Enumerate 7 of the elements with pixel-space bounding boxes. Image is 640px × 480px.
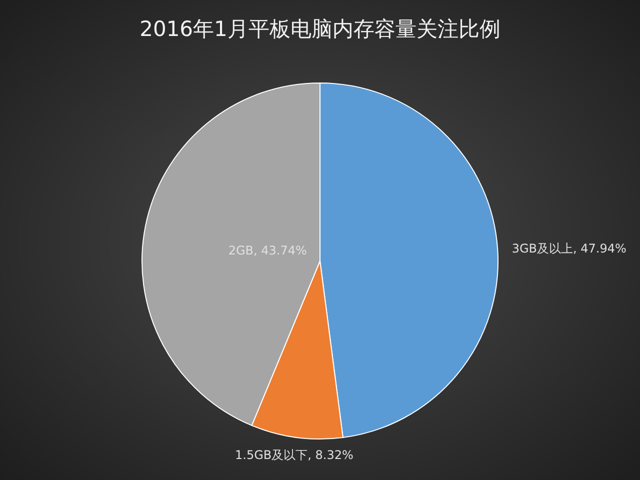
slice-label: 2GB [228,244,254,258]
data-label: , 43.74% [254,244,307,258]
data-label: , 47.94% [573,242,626,256]
slice-label: 1.5GB及以下 [235,448,308,462]
chart-title: 2016年1月平板电脑内存容量关注比例 [140,17,500,41]
slice-label: 3GB及以上 [512,242,574,256]
data-label: , 8.32% [308,448,354,462]
